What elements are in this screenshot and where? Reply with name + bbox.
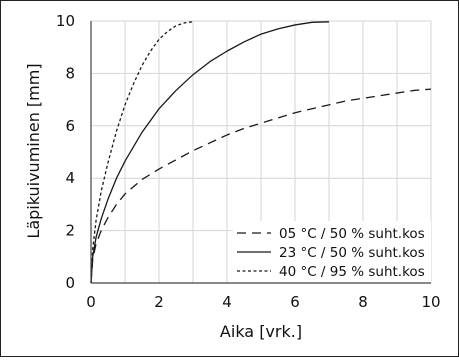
x-axis-label: Aika [vrk.] [220,322,302,341]
axes-group [90,21,431,284]
y-tick-label: 0 [65,274,75,292]
x-tick-label: 4 [222,293,232,311]
chart-svg: 0 2 4 6 8 10 0 2 4 6 8 10 Aika [vrk.] Läpikuivumine… [24,12,441,341]
series-line-3 [90,21,194,284]
legend-label-1: 05 °C / 50 % suht.kos [279,226,425,242]
y-tick-label: 8 [65,64,75,82]
x-tick-label: 0 [86,293,96,311]
legend-label-2: 23 °C / 50 % suht.kos [279,245,425,261]
tick-labels: 0 2 4 6 8 10 0 2 4 6 8 10 [56,12,441,311]
series-group [90,21,432,284]
y-tick-label: 4 [65,169,75,187]
x-tick-label: 6 [290,293,300,311]
legend: 05 °C / 50 % suht.kos 23 °C / 50 % suht.k… [233,221,431,282]
y-axis-label: Läpikuivuminen [mm] [24,63,43,238]
legend-label-3: 40 °C / 95 % suht.kos [279,264,425,280]
y-tick-label: 2 [65,222,75,240]
x-tick-label: 8 [358,293,368,311]
series-line-1 [90,88,432,284]
y-tick-label: 10 [56,12,75,30]
x-tick-label: 10 [421,293,440,311]
series-line-2 [90,21,330,284]
x-tick-label: 2 [154,293,164,311]
y-tick-label: 6 [65,117,75,135]
